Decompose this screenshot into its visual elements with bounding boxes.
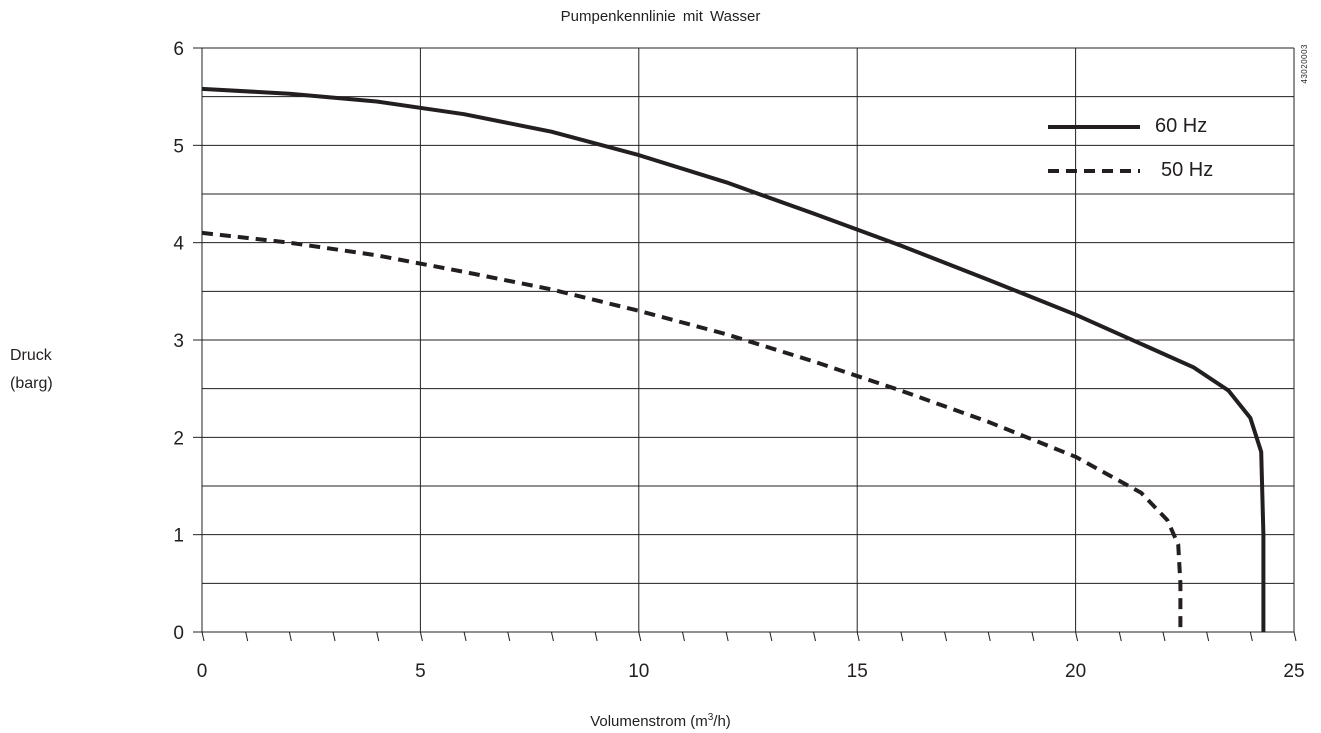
y-tick-label: 2 <box>173 428 184 449</box>
x-tick-mark <box>856 631 860 642</box>
x-tick-mark <box>900 631 904 642</box>
x-axis-label-main: Volumenstrom (m <box>590 713 708 730</box>
x-tick-label: 10 <box>628 661 649 682</box>
y-tick-label: 4 <box>173 234 184 255</box>
x-tick-mark <box>332 631 336 642</box>
y-tick-label: 0 <box>173 623 184 644</box>
series-line-60hz <box>201 86 1266 632</box>
figure-id: 43020003 <box>1300 44 1309 84</box>
x-tick-mark <box>1075 631 1079 642</box>
x-axis-label-superscript: 3 <box>707 712 714 723</box>
axes <box>193 47 1297 642</box>
x-tick-mark <box>944 631 948 642</box>
y-tick-label: 5 <box>173 136 184 157</box>
x-tick-mark <box>1118 631 1122 642</box>
x-tick-mark <box>987 631 991 642</box>
y-axis-label-line2: (barg) <box>10 375 53 392</box>
x-tick-mark <box>1031 631 1035 642</box>
x-tick-mark <box>245 631 249 642</box>
y-axis-label-line1: Druck <box>10 347 52 364</box>
series-lines <box>201 86 1266 632</box>
x-tick-label: 15 <box>847 661 868 682</box>
x-tick-label: 5 <box>415 661 426 682</box>
x-tick-mark <box>725 631 729 642</box>
x-axis-label: Volumenstrom (m3/h) <box>0 712 1321 730</box>
x-tick-mark <box>376 631 380 642</box>
x-tick-label: 20 <box>1065 661 1086 682</box>
x-tick-mark <box>1293 631 1297 642</box>
x-tick-mark <box>419 631 423 642</box>
grid <box>202 48 1294 632</box>
y-tick-label: 1 <box>173 526 184 547</box>
x-tick-mark <box>1206 631 1210 642</box>
x-tick-label: 0 <box>197 661 208 682</box>
legend <box>1048 125 1140 173</box>
x-tick-mark <box>507 631 511 642</box>
y-tick-label: 6 <box>173 39 184 60</box>
x-tick-mark <box>681 631 685 642</box>
x-tick-mark <box>550 631 554 642</box>
x-tick-mark <box>594 631 598 642</box>
y-tick-label: 3 <box>173 331 184 352</box>
chart-title: Pumpenkennlinie mit Wasser <box>560 8 761 25</box>
x-tick-mark <box>201 631 205 642</box>
y-axis-label: Druck (barg) <box>10 342 53 398</box>
legend-label-60hz: 60 Hz <box>1155 115 1208 137</box>
x-tick-mark <box>1162 631 1166 642</box>
x-tick-mark <box>813 631 817 642</box>
x-axis-label-end: /h) <box>713 713 731 730</box>
x-tick-mark <box>1249 631 1253 642</box>
x-tick-mark <box>638 631 642 642</box>
series-line-50hz <box>201 230 1183 632</box>
tick-labels: 0 5 10 15 20 25 0 1 2 3 4 5 6 <box>173 39 1304 682</box>
x-tick-mark <box>288 631 292 642</box>
x-tick-mark <box>769 631 773 642</box>
legend-label-50hz: 50 Hz <box>1161 159 1214 181</box>
x-tick-label: 25 <box>1283 661 1304 682</box>
x-tick-mark <box>463 631 467 642</box>
